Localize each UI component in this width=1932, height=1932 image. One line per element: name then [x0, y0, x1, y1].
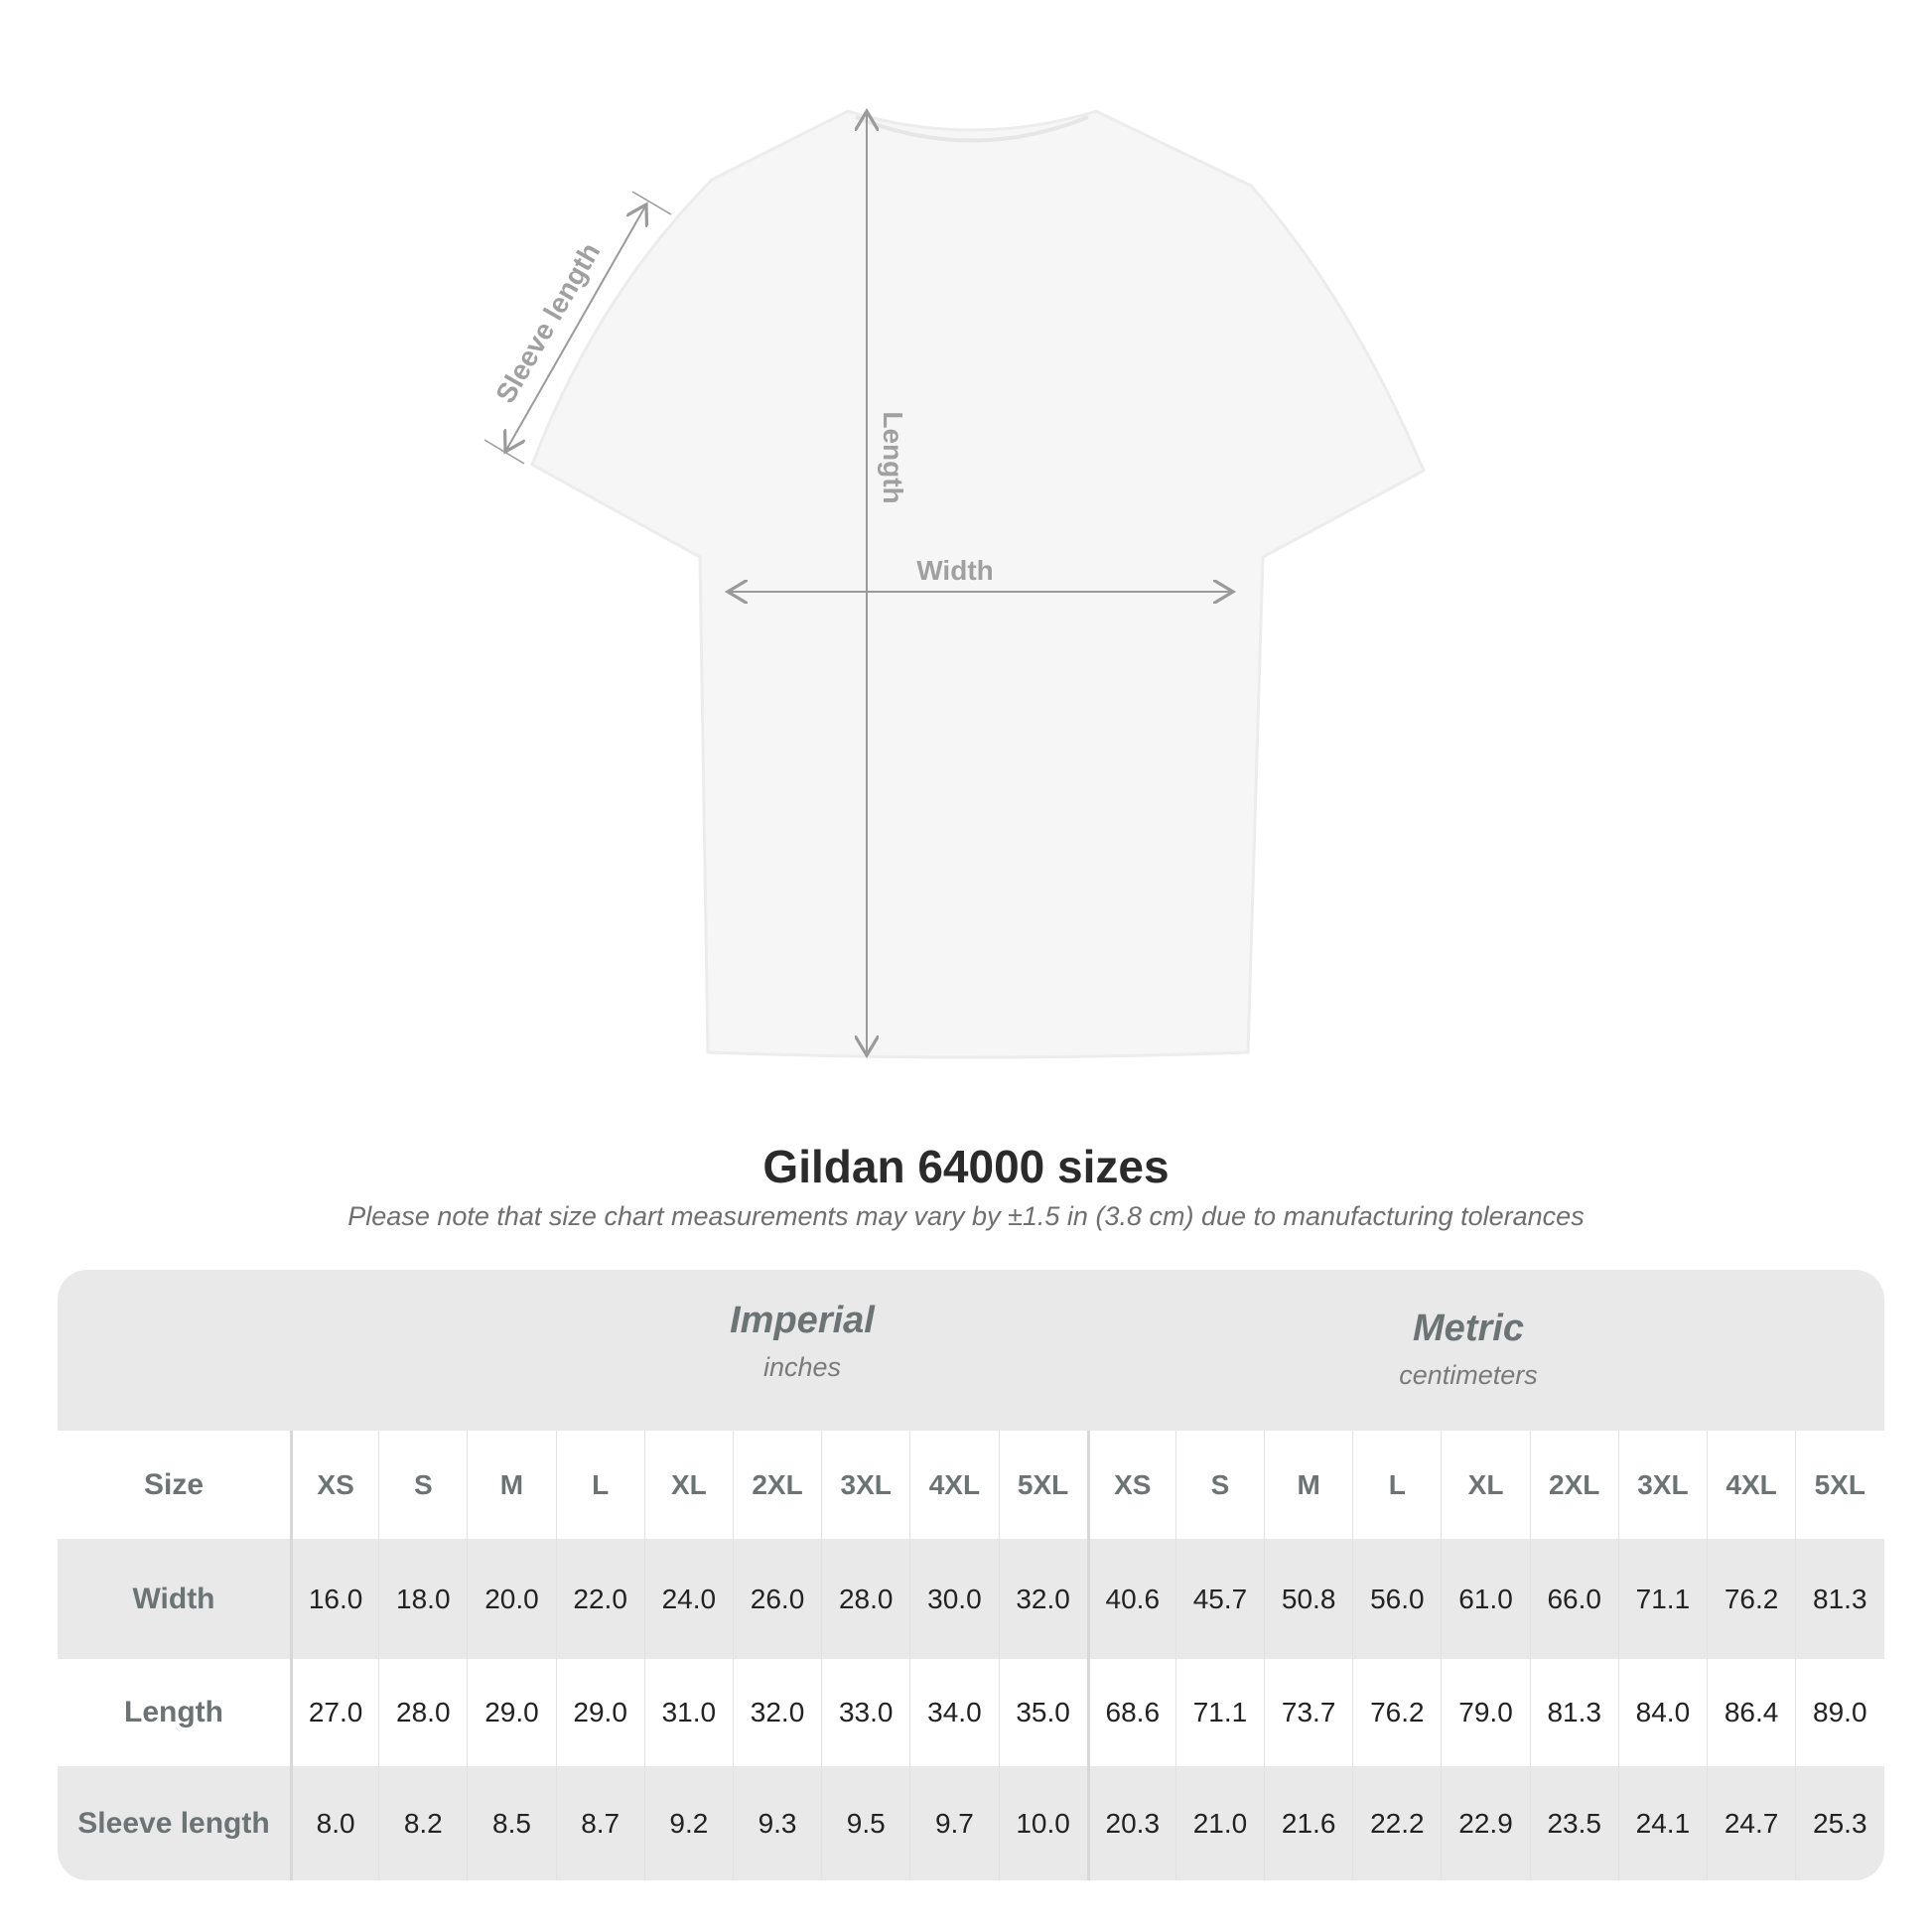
unit-header: Imperial inches Metric centimeters	[58, 1270, 1884, 1431]
metric-size-2xl: 2XL	[1529, 1431, 1618, 1539]
metric-value: 84.0	[1617, 1659, 1707, 1766]
metric-value: 25.3	[1795, 1766, 1883, 1880]
imperial-value: 16.0	[290, 1539, 378, 1659]
table-row: Sleeve length 8.0 8.2 8.5 8.7 9.2 9.3 9.5 9.7 10.…	[58, 1766, 1884, 1880]
metric-size-s: S	[1174, 1431, 1264, 1539]
imperial-value: 35.0	[998, 1659, 1087, 1766]
metric-value: 68.6	[1086, 1659, 1175, 1766]
imperial-value: 28.0	[378, 1659, 467, 1766]
imperial-value: 24.0	[643, 1539, 733, 1659]
metric-value: 89.0	[1795, 1659, 1883, 1766]
imperial-value: 10.0	[998, 1766, 1087, 1880]
imperial-value: 22.0	[555, 1539, 644, 1659]
width-label: Width	[916, 555, 994, 586]
metric-value: 66.0	[1529, 1539, 1618, 1659]
imperial-value: 34.0	[909, 1659, 998, 1766]
imperial-value: 9.2	[643, 1766, 733, 1880]
metric-value: 81.3	[1529, 1659, 1618, 1766]
imperial-value: 8.2	[378, 1766, 467, 1880]
imperial-size-l: L	[555, 1431, 644, 1539]
metric-value: 79.0	[1441, 1659, 1529, 1766]
imperial-value: 32.0	[732, 1659, 821, 1766]
imperial-size-m: M	[467, 1431, 555, 1539]
metric-size-l: L	[1352, 1431, 1441, 1539]
metric-size-3xl: 3XL	[1617, 1431, 1707, 1539]
imperial-value: 8.5	[467, 1766, 555, 1880]
metric-value: 71.1	[1617, 1539, 1707, 1659]
metric-value: 22.9	[1441, 1766, 1529, 1880]
metric-size-4xl: 4XL	[1707, 1431, 1795, 1539]
imperial-value: 9.5	[821, 1766, 909, 1880]
imperial-value: 8.0	[290, 1766, 378, 1880]
metric-value: 22.2	[1352, 1766, 1441, 1880]
length-label: Length	[878, 411, 908, 503]
metric-value: 71.1	[1174, 1659, 1264, 1766]
metric-value: 40.6	[1086, 1539, 1175, 1659]
table-row: Length 27.0 28.0 29.0 29.0 31.0 32.0 33.0 34.0 35…	[58, 1659, 1884, 1766]
metric-value: 76.2	[1707, 1539, 1795, 1659]
imperial-value: 32.0	[998, 1539, 1087, 1659]
metric-value: 24.7	[1707, 1766, 1795, 1880]
imperial-value: 31.0	[643, 1659, 733, 1766]
metric-size-5xl: 5XL	[1795, 1431, 1883, 1539]
imperial-header: Imperial inches	[730, 1300, 875, 1382]
imperial-value: 28.0	[821, 1539, 909, 1659]
size-label: Size	[143, 1467, 205, 1501]
imperial-value: 29.0	[467, 1659, 555, 1766]
metric-value: 76.2	[1352, 1659, 1441, 1766]
metric-value: 86.4	[1707, 1659, 1795, 1766]
metric-value: 20.3	[1086, 1766, 1175, 1880]
imperial-value: 26.0	[732, 1539, 821, 1659]
size-header-row: Size XS S M L XL 2XL 3XL 4XL 5XL XS S M L XL 2XL 3XL 4XL 5…	[58, 1431, 1884, 1539]
imperial-size-5xl: 5XL	[998, 1431, 1087, 1539]
metric-size-xs: XS	[1086, 1431, 1175, 1539]
imperial-value: 9.7	[909, 1766, 998, 1880]
imperial-size-3xl: 3XL	[821, 1431, 909, 1539]
imperial-value: 20.0	[467, 1539, 555, 1659]
metric-value: 50.8	[1264, 1539, 1352, 1659]
metric-value: 21.6	[1264, 1766, 1352, 1880]
imperial-size-xl: XL	[643, 1431, 733, 1539]
imperial-value: 18.0	[378, 1539, 467, 1659]
metric-size-xl: XL	[1441, 1431, 1529, 1539]
sleeve-arrow	[505, 205, 646, 452]
imperial-size-4xl: 4XL	[909, 1431, 998, 1539]
imperial-value: 9.3	[732, 1766, 821, 1880]
metric-header: Metric centimeters	[1399, 1308, 1538, 1390]
imperial-size-xs: XS	[290, 1431, 378, 1539]
page-title: Gildan 64000 sizes	[762, 1141, 1170, 1192]
table-row: Width 16.0 18.0 20.0 22.0 24.0 26.0 28.0 30.0 32.…	[58, 1539, 1884, 1659]
imperial-value: 8.7	[555, 1766, 644, 1880]
imperial-value: 27.0	[290, 1659, 378, 1766]
tshirt-diagram: Length Width Sleeve length	[483, 0, 1426, 1059]
size-table: Imperial inches Metric centimeters Size X…	[58, 1270, 1884, 1880]
imperial-value: 33.0	[821, 1659, 909, 1766]
metric-value: 24.1	[1617, 1766, 1707, 1880]
metric-value: 73.7	[1264, 1659, 1352, 1766]
row-label: Length	[124, 1696, 223, 1728]
metric-value: 23.5	[1529, 1766, 1618, 1880]
imperial-size-s: S	[378, 1431, 467, 1539]
metric-value: 21.0	[1174, 1766, 1264, 1880]
row-label: Width	[132, 1582, 215, 1615]
metric-size-m: M	[1264, 1431, 1352, 1539]
metric-value: 81.3	[1795, 1539, 1883, 1659]
metric-value: 61.0	[1441, 1539, 1529, 1659]
imperial-value: 29.0	[555, 1659, 644, 1766]
imperial-value: 30.0	[909, 1539, 998, 1659]
row-label: Sleeve length	[77, 1806, 270, 1840]
metric-value: 56.0	[1352, 1539, 1441, 1659]
imperial-size-2xl: 2XL	[732, 1431, 821, 1539]
metric-value: 45.7	[1174, 1539, 1264, 1659]
tolerance-note: Please note that size chart measurements…	[347, 1201, 1585, 1231]
